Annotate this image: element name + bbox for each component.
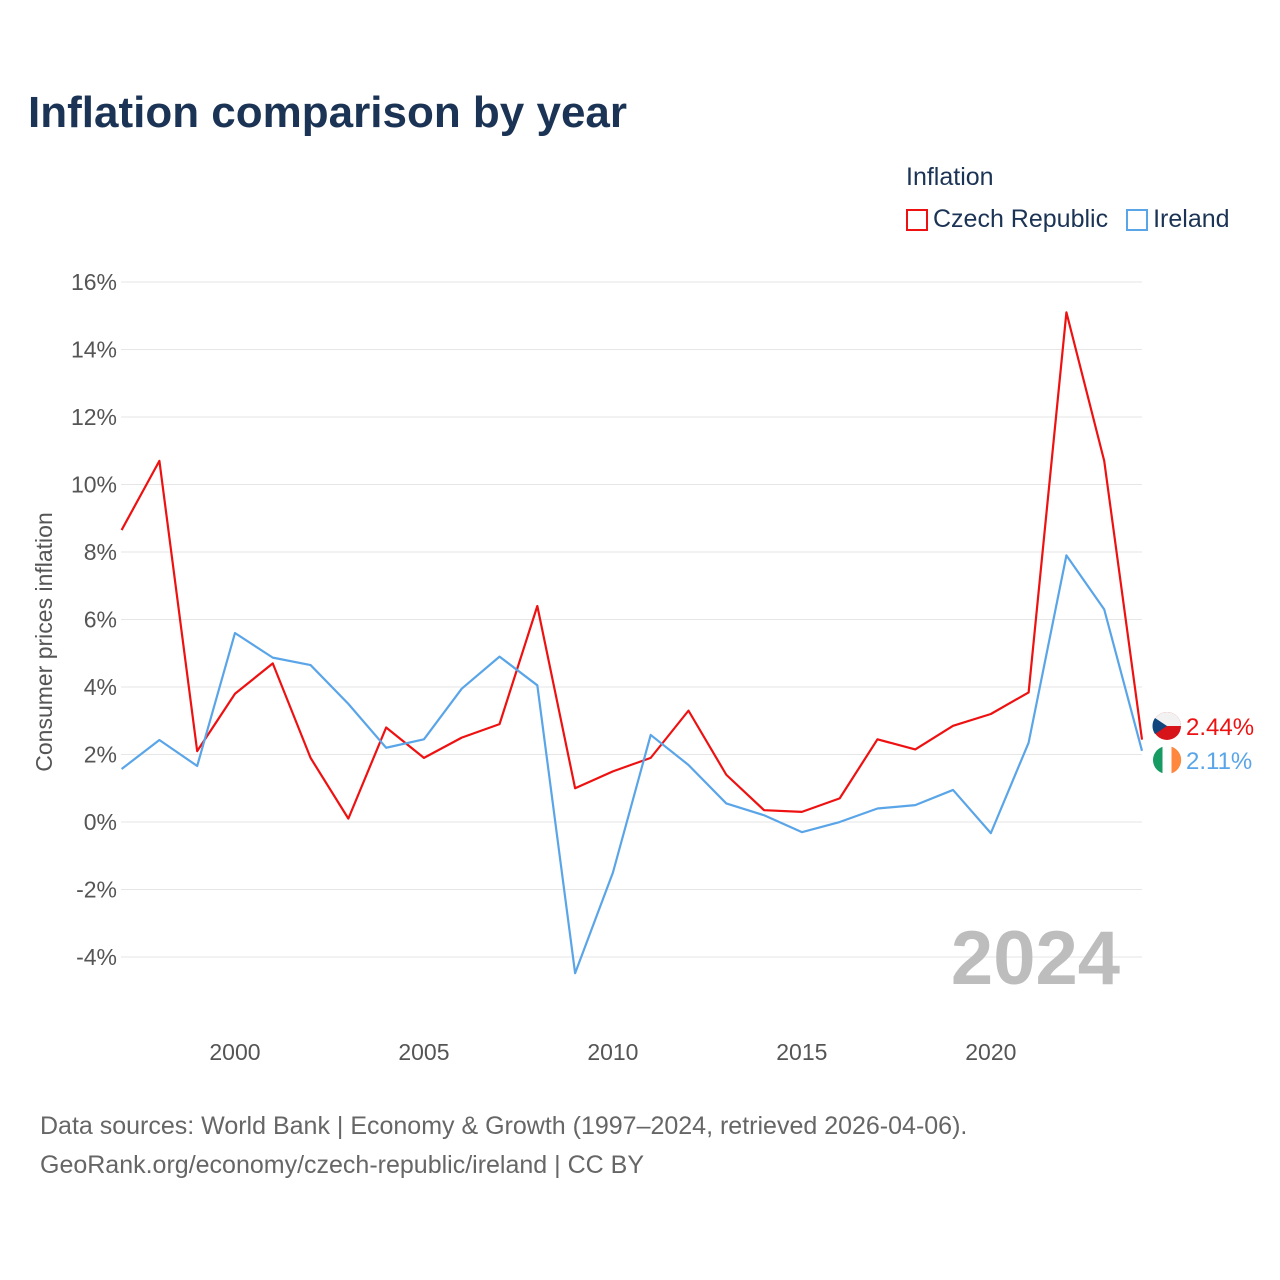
y-tick-label: 2% (84, 742, 117, 768)
source-line: Data sources: World Bank | Economy & Gro… (40, 1112, 968, 1140)
legend-item-ireland[interactable]: Ireland (1126, 205, 1230, 234)
legend-title: Inflation (906, 163, 994, 191)
chart-title: Inflation comparison by year (28, 88, 628, 137)
y-tick-label: 14% (71, 337, 117, 363)
y-tick-label: 10% (71, 472, 117, 498)
legend-label: Ireland (1153, 205, 1230, 233)
end-value-label: 2.11% (1186, 748, 1252, 775)
y-tick-label: 4% (84, 674, 117, 700)
legend-swatch (906, 208, 928, 231)
y-tick-label: 6% (84, 607, 117, 633)
flag-blue-triangle (1152, 718, 1167, 734)
footer: Data sources: World Bank | Economy & Gro… (40, 1107, 967, 1185)
y-tick-label: 16% (71, 269, 117, 295)
y-tick-label: 12% (71, 404, 117, 430)
y-axis-label: Consumer prices inflation (31, 512, 57, 772)
y-tick-label: 0% (84, 809, 117, 835)
y-tick-label: -2% (76, 877, 117, 903)
legend-swatch (1126, 208, 1149, 231)
x-tick-label: 2000 (209, 1039, 260, 1065)
series-line-czech-republic (120, 311, 1144, 820)
legend-label: Czech Republic (933, 205, 1109, 233)
series-line-ireland (120, 554, 1144, 975)
x-tick-label: 2005 (398, 1039, 449, 1065)
year-annotation: 2024 (951, 916, 1120, 1001)
end-value-label: 2.44% (1186, 714, 1254, 741)
flag-white-band (1162, 746, 1172, 774)
url-line: GeoRank.org/economy/czech-republic/irela… (40, 1151, 644, 1179)
flag-orange-band (1171, 746, 1182, 774)
y-tick-label: 8% (84, 539, 117, 565)
x-tick-label: 2010 (587, 1039, 638, 1065)
x-tick-label: 2015 (776, 1039, 827, 1065)
y-tick-label: -4% (76, 944, 117, 970)
x-tick-label: 2020 (965, 1039, 1016, 1065)
legend-item-czech-republic[interactable]: Czech Republic (906, 205, 1108, 234)
legend: Czech Republic Ireland (906, 205, 1230, 234)
